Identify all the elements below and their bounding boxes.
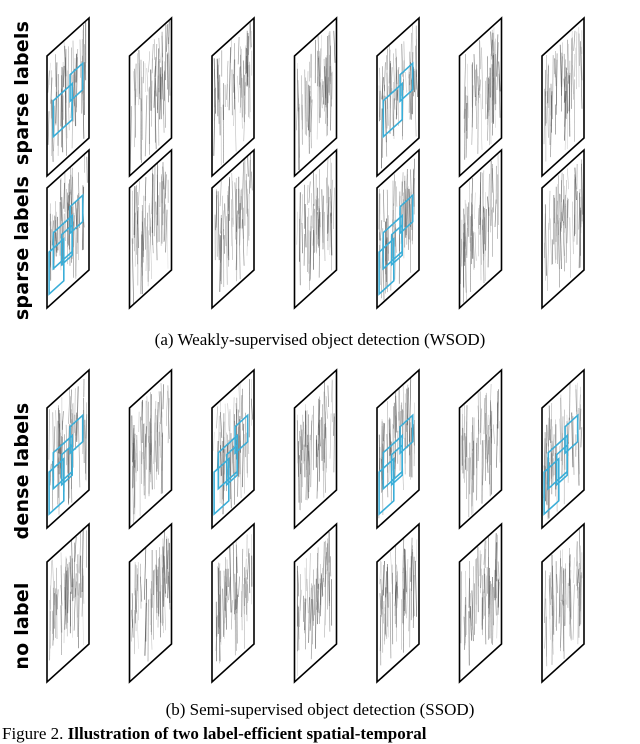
figure-caption: Figure 2. Illustration of two label-effi… — [2, 724, 426, 744]
a-frame-1-6 — [542, 150, 584, 308]
frame-grid-a — [0, 0, 640, 330]
panel-a: sparse labels sparse labels — [0, 0, 640, 330]
b-frame-0-1 — [130, 370, 172, 528]
a-frame-0-0 — [47, 18, 89, 176]
figure-caption-bold: Illustration of two label-efficient spat… — [68, 724, 427, 743]
b-frame-1-2 — [212, 524, 254, 682]
b-frame-1-4 — [377, 524, 419, 682]
frame-grid-b — [0, 356, 640, 700]
panel-b: dense labels no label — [0, 356, 640, 700]
b-frame-1-3 — [295, 524, 337, 682]
a-frame-0-5 — [460, 18, 502, 176]
a-frame-1-5 — [460, 150, 502, 308]
a-frame-0-6 — [542, 18, 584, 176]
b-frame-1-5 — [460, 524, 502, 682]
a-frame-0-1 — [130, 18, 172, 176]
b-frame-0-3 — [295, 370, 337, 528]
a-frame-1-3 — [295, 150, 337, 308]
figure-caption-prefix: Figure 2. — [2, 724, 63, 743]
b-frame-0-5 — [460, 370, 502, 528]
caption-a: (a) Weakly-supervised object detection (… — [0, 330, 640, 350]
b-frame-1-0 — [47, 524, 89, 682]
a-frame-0-2 — [212, 18, 254, 176]
a-frame-1-2 — [212, 150, 254, 308]
a-frame-0-3 — [295, 18, 337, 176]
a-frame-0-4 — [377, 18, 419, 176]
a-frame-1-1 — [130, 150, 172, 308]
caption-b: (b) Semi-supervised object detection (SS… — [0, 700, 640, 720]
b-frame-1-6 — [542, 524, 584, 682]
b-frame-1-1 — [130, 524, 172, 682]
